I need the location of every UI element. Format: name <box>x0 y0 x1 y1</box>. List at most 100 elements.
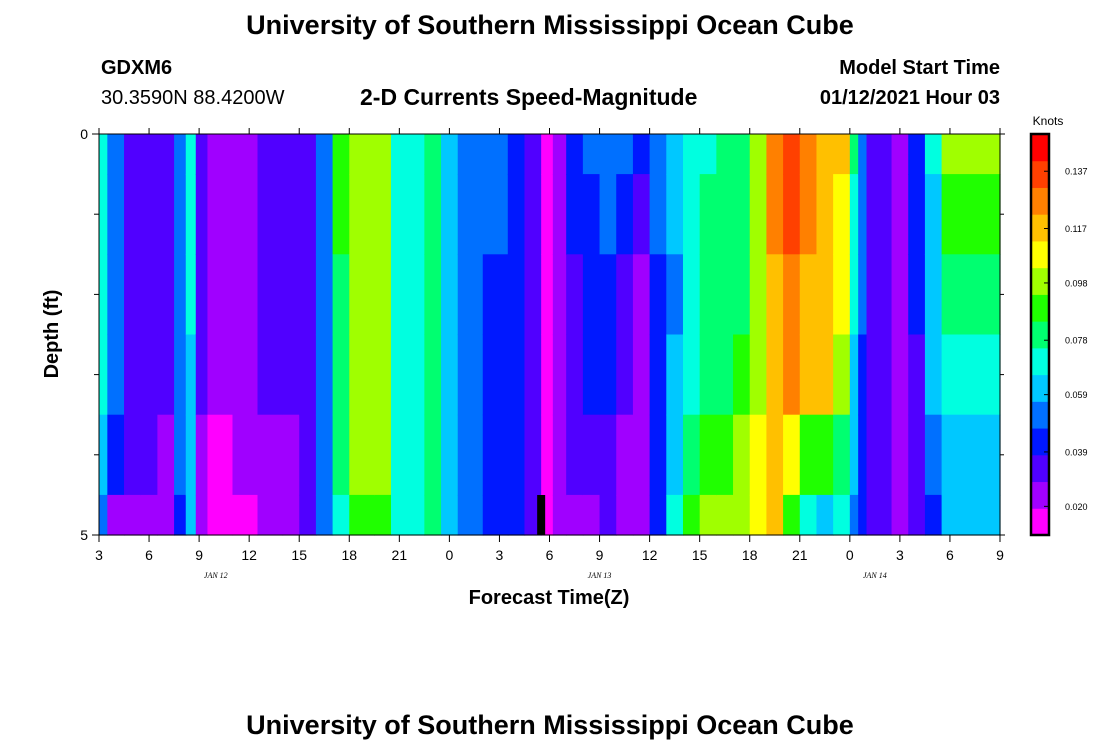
heatmap-cell <box>891 254 909 336</box>
heatmap-cell <box>349 254 375 336</box>
heatmap-cell <box>716 334 734 416</box>
heatmap-cell <box>541 414 554 496</box>
heatmap-cell <box>699 134 717 175</box>
heatmap-cell <box>891 414 909 496</box>
heatmap-cell <box>157 254 175 336</box>
x-tick-label: 3 <box>496 547 504 563</box>
colorbar-segment <box>1031 374 1049 402</box>
heatmap-cell <box>866 494 893 536</box>
colorbar-segment <box>1031 160 1049 188</box>
heatmap-cell <box>599 174 617 255</box>
heatmap-cell <box>315 334 334 416</box>
heatmap-cell <box>282 134 300 175</box>
heatmap-cell <box>733 174 751 255</box>
heatmap-cell <box>315 414 334 496</box>
heatmap-cell <box>124 334 142 416</box>
heatmap-cell <box>374 334 392 416</box>
heatmap-cell <box>666 254 684 336</box>
colorbar-segment <box>1031 321 1049 349</box>
heatmap-cell <box>941 494 1001 536</box>
heatmap-cell <box>99 494 108 536</box>
heatmap-cell <box>174 494 187 536</box>
heatmap-cell <box>783 494 801 536</box>
heatmap-cell <box>140 174 158 255</box>
heatmap-cell <box>541 254 554 336</box>
colorbar: 0.137 0.117 0.098 0.078 0.059 0.039 0.020 <box>1029 132 1088 537</box>
heatmap-cell <box>849 254 859 336</box>
heatmap-cell <box>766 334 784 416</box>
heatmap-cell <box>749 334 768 416</box>
heatmap-cell <box>566 414 584 496</box>
heatmap-cell <box>783 334 801 416</box>
heatmap-cell <box>908 174 926 255</box>
heatmap-cell <box>766 414 784 496</box>
heatmap-cell <box>632 414 651 496</box>
heatmap-cell <box>766 254 784 336</box>
heatmap-cell <box>749 254 768 336</box>
heatmap-cell <box>457 254 484 336</box>
heatmap-cell <box>766 134 784 175</box>
heatmap-cell <box>541 174 554 255</box>
heatmap-cell <box>195 334 209 416</box>
heatmap-cell <box>941 134 1001 175</box>
heatmap-cell <box>524 414 542 496</box>
x-tick-label: 15 <box>692 547 708 563</box>
heatmap-cell <box>891 134 909 175</box>
heatmap-cell <box>207 254 234 336</box>
heatmap-cell <box>107 134 125 175</box>
heatmap-cell <box>282 334 300 416</box>
heatmap-cell <box>858 254 868 336</box>
heatmap-cell <box>616 174 634 255</box>
heatmap-cell <box>666 174 684 255</box>
heatmap-cell <box>232 494 259 536</box>
heatmap-cell <box>407 134 425 175</box>
heatmap-cell <box>407 494 425 536</box>
heatmap-cell <box>157 334 175 416</box>
heatmap-cell <box>332 174 350 255</box>
heatmap-cell <box>507 254 526 336</box>
heatmap-cell <box>599 134 617 175</box>
heatmap-cell <box>282 174 300 255</box>
heatmap-cell <box>616 494 634 536</box>
heatmap-cell <box>799 494 818 536</box>
heatmap-cell <box>699 254 717 336</box>
heatmap-cell <box>441 414 459 496</box>
heatmap-cell <box>858 494 868 536</box>
heatmap-cell <box>207 414 234 496</box>
heatmap-cell <box>282 254 300 336</box>
heatmap-cell <box>833 334 851 416</box>
heatmap-cell <box>315 134 334 175</box>
colorbar-segment <box>1031 401 1049 429</box>
heatmap-cell <box>799 414 818 496</box>
heatmap-cell <box>941 254 1001 336</box>
heatmap-cell <box>858 414 868 496</box>
heatmap-cell <box>282 494 300 536</box>
colorbar-tick-label: 0.137 <box>1065 167 1088 177</box>
heatmap-cell <box>507 414 526 496</box>
heatmap-cell <box>124 134 142 175</box>
heatmap-cell <box>99 334 108 416</box>
heatmap-cell <box>799 134 818 175</box>
heatmap-cell <box>332 414 350 496</box>
heatmap-cell <box>390 254 409 336</box>
x-tick-label: 3 <box>896 547 904 563</box>
heatmap-cell <box>257 414 284 496</box>
heatmap-cell <box>299 334 317 416</box>
heatmap-cell <box>482 414 509 496</box>
heatmap-cell <box>349 174 375 255</box>
heatmap-cell <box>107 254 125 336</box>
heatmap-cell <box>816 494 834 536</box>
colorbar-tick-label: 0.059 <box>1065 390 1088 400</box>
heatmap-cell <box>332 134 350 175</box>
heatmap-cell <box>374 494 392 536</box>
heatmap-cell <box>649 334 667 416</box>
heatmap-cell <box>632 494 651 536</box>
heatmap-cell <box>924 494 943 536</box>
y-tick-label: 0 <box>80 126 88 142</box>
heatmap-cell <box>924 254 943 336</box>
heatmap-cell <box>716 254 734 336</box>
colorbar-segment <box>1031 187 1049 215</box>
heatmap-cell <box>140 414 158 496</box>
heatmap-cell <box>891 334 909 416</box>
heatmap-cell <box>441 134 459 175</box>
